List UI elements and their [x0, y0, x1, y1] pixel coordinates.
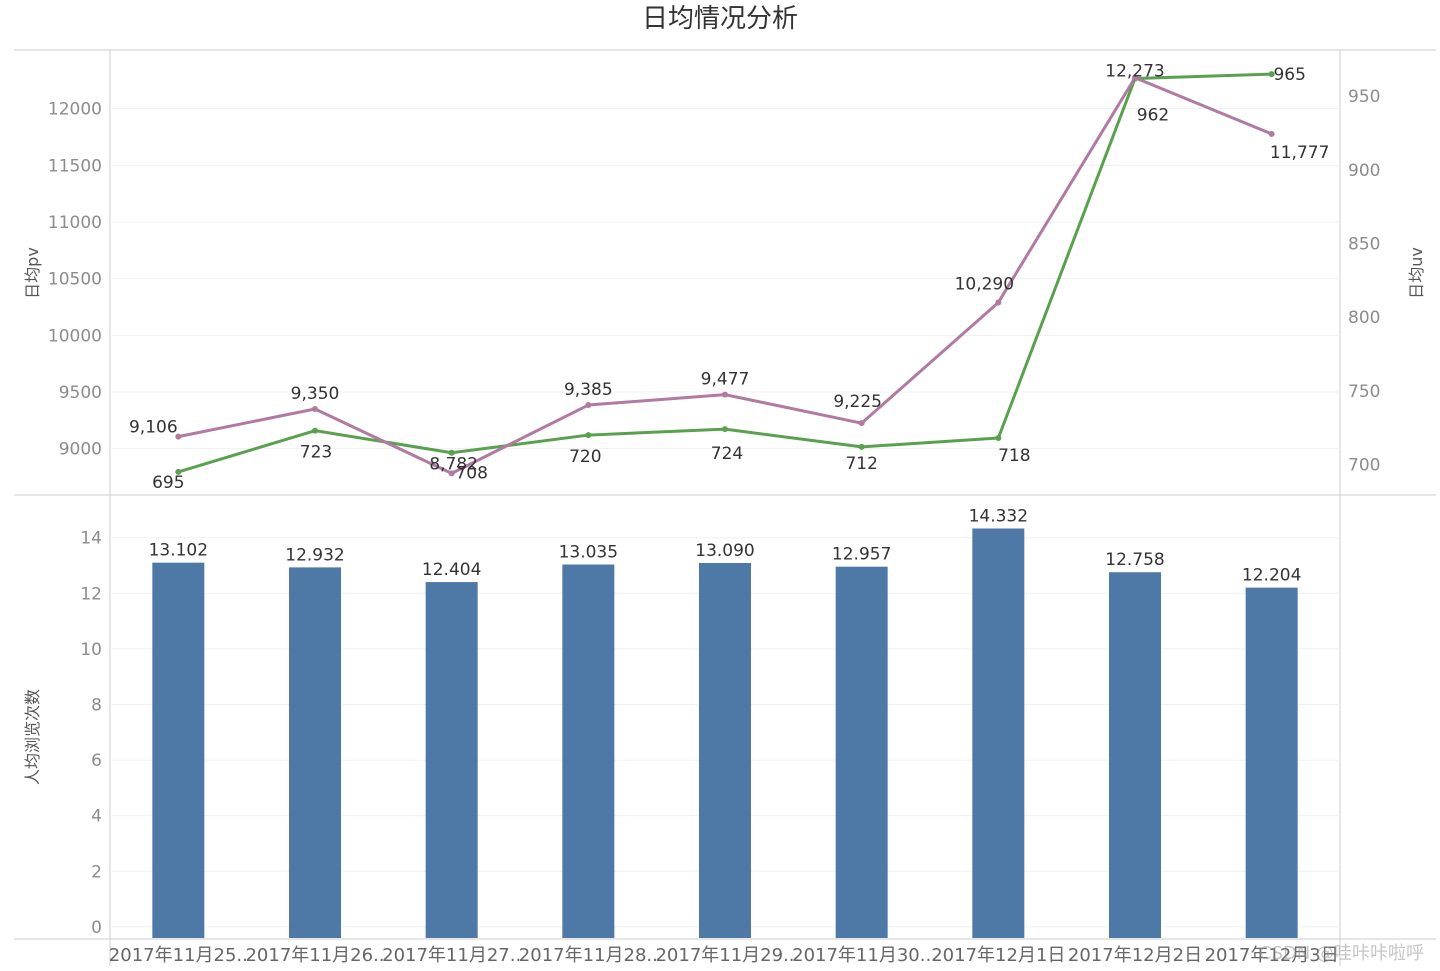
uv-data-label: 718: [998, 446, 1030, 466]
uv-point: [722, 426, 728, 433]
bar-data-label: 12.932: [285, 545, 344, 565]
uv-point: [1268, 71, 1275, 78]
axes: 9000950010000105001100011500120007007508…: [23, 87, 1426, 938]
uv-data-label: 724: [711, 444, 743, 464]
bar: [835, 566, 888, 938]
x-tick-label: 2017年11月29..: [655, 945, 794, 966]
x-tick-label: 2017年12月1日: [931, 945, 1065, 966]
bar: [289, 567, 341, 938]
bar-data-label: 13.035: [559, 543, 618, 563]
pv-data-label: 11,777: [1270, 143, 1329, 163]
x-tick-label: 2017年11月28..: [519, 945, 658, 966]
y-right-axis-title: 日均uv: [1407, 247, 1426, 299]
pv-data-label: 9,350: [291, 384, 340, 404]
bars: [152, 528, 1298, 938]
y-bar-tick-label: 6: [91, 751, 102, 771]
pv-point: [312, 406, 318, 412]
pv-data-label: 12,273: [1105, 62, 1164, 82]
bar: [1109, 572, 1161, 938]
y-bar-tick-label: 8: [91, 695, 102, 715]
bar: [152, 562, 205, 938]
y-right-tick-label: 750: [1348, 382, 1380, 402]
y-left-tick-label: 9500: [59, 383, 102, 403]
data-labels: 9,106 9,350 8,782 9,385 9,477 9,225 10,290 12,2…: [129, 62, 1329, 586]
bar-data-label: 13.090: [695, 541, 754, 561]
bar: [699, 562, 751, 938]
pv-point: [1132, 74, 1138, 81]
bar: [562, 564, 615, 938]
pv-point: [448, 470, 455, 477]
chart-frame: [14, 49, 1436, 966]
uv-data-label: 720: [569, 447, 601, 467]
pv-point: [995, 299, 1002, 306]
y-bar-tick-label: 10: [80, 640, 102, 660]
y-left-tick-label: 9000: [59, 440, 102, 460]
pv-point: [858, 420, 865, 427]
x-tick-label: 2017年12月3日: [1205, 945, 1339, 966]
uv-point: [585, 432, 592, 439]
y-bar-tick-label: 4: [91, 807, 102, 827]
uv-data-label: 965: [1273, 65, 1305, 85]
y-right-tick-label: 700: [1348, 456, 1380, 476]
pv-point: [1268, 130, 1275, 137]
bar-data-label: 14.332: [969, 506, 1028, 526]
bar: [425, 582, 478, 938]
y-left-tick-label: 11500: [48, 156, 102, 176]
bar: [1245, 587, 1298, 938]
y-left-tick-label: 10000: [48, 326, 102, 346]
y-left-tick-label: 10500: [48, 270, 102, 290]
y-bar-tick-label: 12: [80, 584, 102, 604]
pv-data-label: 8,782: [429, 454, 478, 474]
uv-point: [448, 449, 455, 456]
x-axis-ticks: 2017年11月25..2017年11月26..2017年11月27..2017…: [109, 945, 1339, 966]
uv-point: [175, 468, 182, 475]
uv-data-label: 962: [1137, 106, 1169, 126]
pv-data-label: 9,385: [564, 380, 613, 400]
line-series: [175, 71, 1275, 477]
y-right-tick-label: 900: [1348, 161, 1380, 181]
y-right-tick-label: 800: [1348, 308, 1380, 328]
chart-title: 日均情况分析: [641, 4, 798, 34]
pv-point: [175, 433, 182, 440]
bar-data-label: 12.957: [832, 545, 891, 565]
x-tick-label: 2017年11月25..: [109, 945, 248, 966]
watermark: CSDN @哇咔咔啦呼: [1258, 943, 1424, 964]
uv-data-label: 712: [845, 454, 877, 474]
uv-point: [995, 435, 1002, 442]
uv-data-label: 695: [152, 473, 184, 493]
bar-data-label: 12.404: [422, 560, 481, 580]
uv-point: [858, 443, 865, 450]
y-left-tick-label: 12000: [48, 100, 102, 120]
x-tick-label: 2017年11月26..: [245, 945, 384, 966]
bar-data-label: 13.102: [149, 541, 208, 561]
y-bar-tick-label: 0: [91, 918, 102, 938]
pv-data-label: 10,290: [955, 274, 1014, 294]
series-line-uv: [177, 72, 1272, 474]
uv-data-label: 708: [455, 464, 487, 484]
y-left-axis-title: 日均pv: [23, 247, 42, 299]
y-bar-tick-label: 14: [80, 529, 102, 549]
x-tick-label: 2017年12月2日: [1068, 945, 1202, 966]
pv-data-label: 9,477: [701, 370, 750, 390]
pv-point: [722, 391, 728, 398]
pv-point: [585, 402, 592, 409]
bar-data-label: 12.758: [1105, 550, 1164, 570]
uv-point: [312, 427, 318, 434]
pv-data-label: 9,225: [833, 392, 882, 412]
uv-data-label: 723: [300, 443, 332, 463]
y-right-tick-label: 950: [1348, 87, 1380, 107]
y-bar-tick-label: 2: [91, 862, 102, 882]
x-tick-label: 2017年11月30..: [792, 945, 931, 966]
pv-data-label: 9,106: [129, 418, 178, 438]
y-bar-axis-title: 人均浏览次数: [23, 689, 42, 785]
bar: [972, 528, 1025, 938]
bar-data-label: 12.204: [1242, 566, 1301, 586]
series-line-pv: [178, 76, 1273, 475]
x-tick-label: 2017年11月27..: [382, 945, 521, 966]
y-left-tick-label: 11000: [48, 213, 102, 233]
y-right-tick-label: 850: [1348, 235, 1380, 255]
